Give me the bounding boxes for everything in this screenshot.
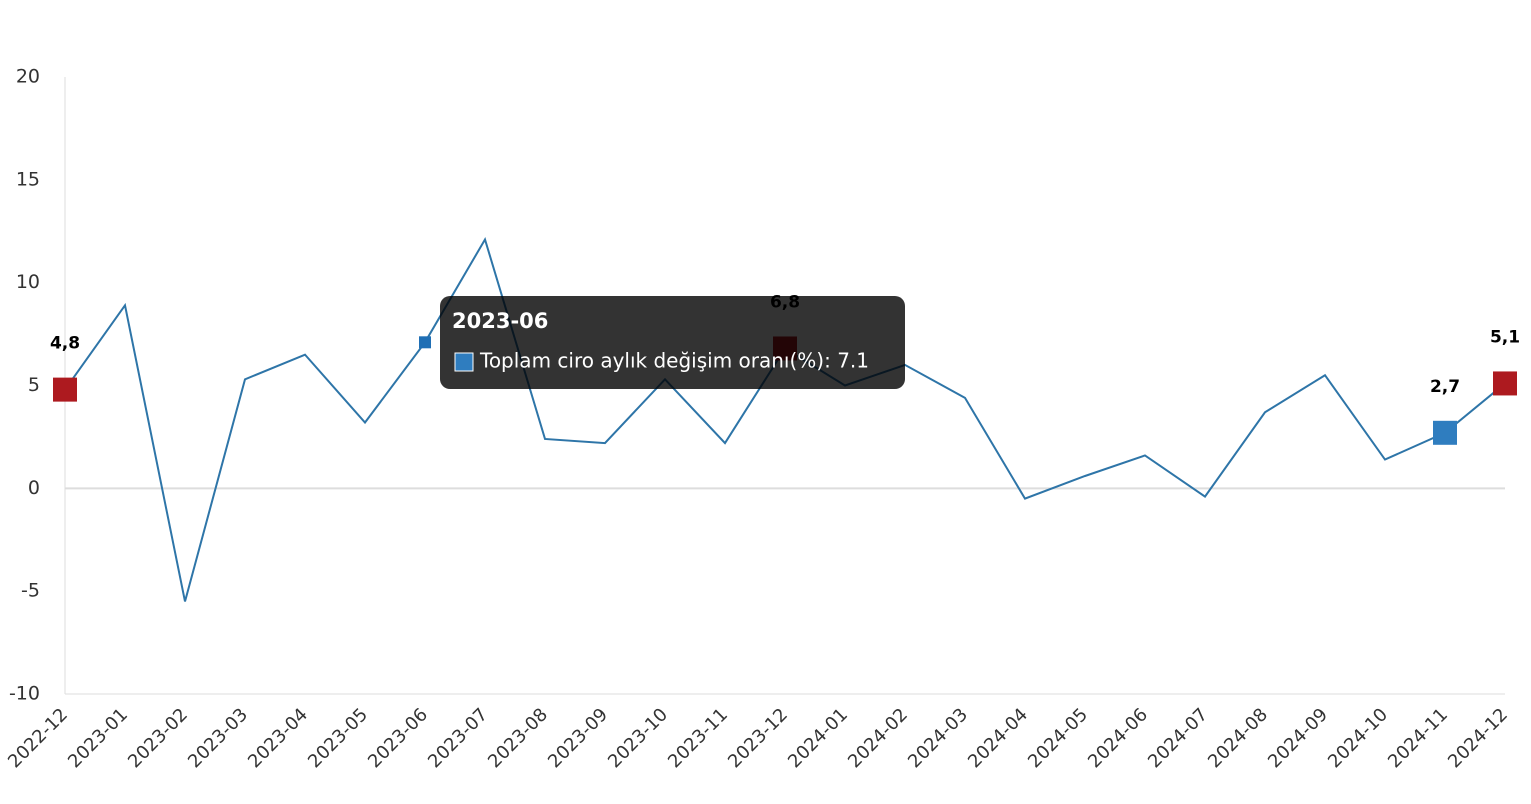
- x-tick-label: 2024-05: [1024, 704, 1092, 772]
- y-tick-label: -10: [9, 683, 40, 705]
- value-label: 4,8: [50, 334, 80, 354]
- x-tick-label: 2024-10: [1324, 704, 1392, 772]
- tooltip-text: Toplam ciro aylık değişim oranı(%): 7.1: [479, 349, 869, 373]
- x-tick-label: 2023-07: [424, 704, 492, 772]
- x-tick-label: 2024-12: [1444, 704, 1512, 772]
- x-tick-label: 2024-04: [964, 704, 1032, 772]
- x-tick-label: 2024-02: [844, 704, 912, 772]
- y-tick-label: -5: [21, 580, 40, 602]
- x-tick-label: 2022-12: [4, 704, 72, 772]
- marker: [419, 336, 431, 349]
- value-label: 2,7: [1430, 377, 1460, 397]
- x-tick-label: 2023-11: [664, 704, 732, 772]
- x-tick-label: 2024-11: [1384, 704, 1452, 772]
- x-tick-label: 2023-08: [484, 704, 552, 772]
- x-tick-label: 2024-01: [784, 704, 852, 772]
- y-tick-label: 5: [28, 374, 40, 396]
- x-tick-label: 2023-01: [64, 704, 132, 772]
- y-tick-label: 15: [16, 168, 40, 190]
- marker: [1493, 371, 1517, 396]
- x-tick-label: 2024-06: [1084, 704, 1152, 772]
- tooltip-title: 2023-06: [452, 309, 548, 333]
- tooltip: 2023-06 Toplam ciro aylık değişim oranı(%…: [440, 296, 905, 389]
- y-tick-label: 0: [28, 477, 40, 499]
- x-tick-label: 2023-02: [124, 704, 192, 772]
- x-tick-label: 2024-07: [1144, 704, 1212, 772]
- tooltip-box: [440, 296, 905, 389]
- x-tick-label: 2023-10: [604, 704, 672, 772]
- value-label: 5,1: [1490, 327, 1520, 347]
- x-tick-label: 2024-09: [1264, 704, 1332, 772]
- x-tick-label: 2023-12: [724, 704, 792, 772]
- tooltip-swatch: [454, 352, 474, 372]
- x-tick-label: 2023-09: [544, 704, 612, 772]
- x-tick-label: 2023-03: [184, 704, 252, 772]
- x-tick-label: 2023-04: [244, 704, 312, 772]
- x-tick-label: 2024-08: [1204, 704, 1272, 772]
- x-tick-label: 2023-06: [364, 704, 432, 772]
- y-tick-label: 20: [16, 66, 40, 88]
- marker: [1433, 420, 1457, 445]
- y-tick-label: 10: [16, 271, 40, 293]
- x-tick-label: 2023-05: [304, 704, 372, 772]
- x-tick-label: 2024-03: [904, 704, 972, 772]
- marker: [53, 377, 77, 402]
